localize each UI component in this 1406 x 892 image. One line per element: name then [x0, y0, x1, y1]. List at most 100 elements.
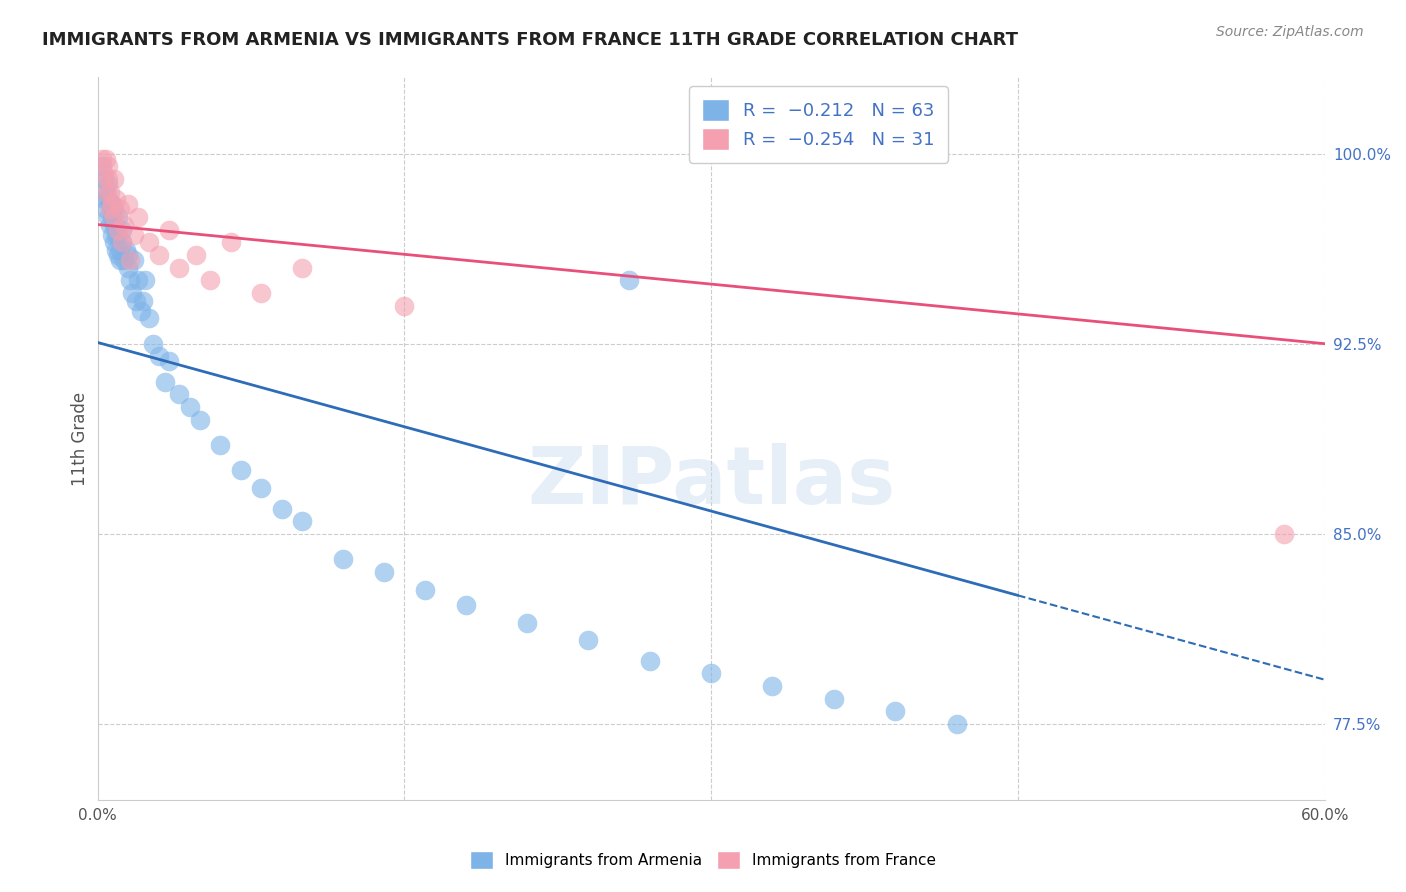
- Point: [332, 552, 354, 566]
- Point: [127, 210, 149, 224]
- Point: [576, 633, 599, 648]
- Point: [97, 159, 120, 173]
- Point: [117, 248, 139, 262]
- Point: [93, 192, 115, 206]
- Point: [129, 303, 152, 318]
- Point: [117, 260, 139, 275]
- Point: [250, 481, 273, 495]
- Point: [98, 218, 121, 232]
- Point: [291, 260, 314, 275]
- Point: [120, 253, 142, 268]
- Point: [104, 192, 127, 206]
- Point: [127, 273, 149, 287]
- Point: [188, 413, 211, 427]
- Point: [101, 210, 124, 224]
- Point: [97, 192, 120, 206]
- Point: [179, 400, 201, 414]
- Point: [700, 666, 723, 681]
- Point: [219, 235, 242, 250]
- Point: [104, 243, 127, 257]
- Point: [94, 185, 117, 199]
- Point: [121, 285, 143, 300]
- Point: [270, 501, 292, 516]
- Point: [103, 218, 125, 232]
- Point: [184, 248, 207, 262]
- Point: [97, 177, 120, 191]
- Point: [108, 202, 131, 217]
- Point: [229, 463, 252, 477]
- Point: [157, 354, 180, 368]
- Point: [112, 218, 135, 232]
- Y-axis label: 11th Grade: 11th Grade: [72, 392, 89, 486]
- Point: [291, 514, 314, 528]
- Point: [103, 210, 125, 224]
- Point: [93, 172, 115, 186]
- Point: [125, 293, 148, 308]
- Point: [148, 350, 170, 364]
- Point: [103, 172, 125, 186]
- Point: [107, 248, 129, 262]
- Point: [209, 438, 232, 452]
- Point: [111, 222, 134, 236]
- Point: [117, 197, 139, 211]
- Point: [157, 222, 180, 236]
- Point: [142, 336, 165, 351]
- Point: [124, 227, 146, 242]
- Point: [90, 152, 112, 166]
- Point: [108, 253, 131, 268]
- Point: [198, 273, 221, 287]
- Point: [373, 565, 395, 579]
- Text: ZIPatlas: ZIPatlas: [527, 443, 896, 521]
- Point: [108, 243, 131, 257]
- Legend: R =  −0.212   N = 63, R =  −0.254   N = 31: R = −0.212 N = 63, R = −0.254 N = 31: [689, 87, 948, 163]
- Point: [107, 222, 129, 236]
- Point: [94, 152, 117, 166]
- Point: [138, 235, 160, 250]
- Point: [90, 159, 112, 173]
- Point: [94, 202, 117, 217]
- Point: [103, 202, 125, 217]
- Point: [153, 375, 176, 389]
- Point: [454, 598, 477, 612]
- Point: [394, 299, 416, 313]
- Point: [107, 227, 129, 242]
- Point: [638, 654, 661, 668]
- Point: [104, 227, 127, 242]
- Point: [94, 185, 117, 199]
- Point: [413, 582, 436, 597]
- Text: IMMIGRANTS FROM ARMENIA VS IMMIGRANTS FROM FRANCE 11TH GRADE CORRELATION CHART: IMMIGRANTS FROM ARMENIA VS IMMIGRANTS FR…: [42, 31, 1018, 49]
- Point: [250, 285, 273, 300]
- Point: [115, 243, 138, 257]
- Point: [516, 615, 538, 630]
- Point: [101, 197, 124, 211]
- Point: [101, 197, 124, 211]
- Point: [120, 273, 142, 287]
- Point: [131, 293, 153, 308]
- Point: [101, 227, 124, 242]
- Point: [945, 717, 967, 731]
- Point: [169, 387, 191, 401]
- Point: [93, 167, 115, 181]
- Text: Source: ZipAtlas.com: Source: ZipAtlas.com: [1216, 25, 1364, 39]
- Point: [884, 705, 907, 719]
- Legend: Immigrants from Armenia, Immigrants from France: Immigrants from Armenia, Immigrants from…: [464, 845, 942, 875]
- Point: [98, 202, 121, 217]
- Point: [98, 197, 121, 211]
- Point: [148, 248, 170, 262]
- Point: [111, 235, 134, 250]
- Point: [761, 679, 783, 693]
- Point: [97, 210, 120, 224]
- Point: [619, 273, 641, 287]
- Point: [124, 253, 146, 268]
- Point: [169, 260, 191, 275]
- Point: [112, 253, 135, 268]
- Point: [134, 273, 156, 287]
- Point: [138, 311, 160, 326]
- Point: [97, 172, 120, 186]
- Point: [1272, 527, 1295, 541]
- Point: [111, 235, 134, 250]
- Point: [98, 185, 121, 199]
- Point: [107, 210, 129, 224]
- Point: [823, 691, 845, 706]
- Point: [103, 235, 125, 250]
